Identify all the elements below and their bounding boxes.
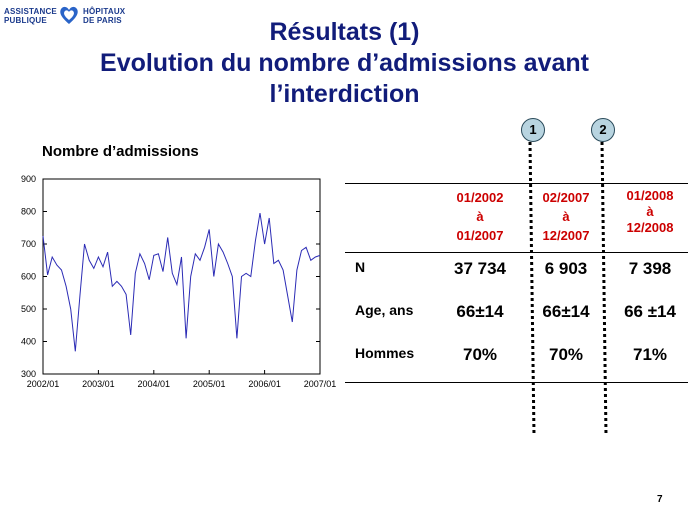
- y-tick-label-5: 800: [21, 207, 36, 217]
- x-tick-label-0: 2002/01: [27, 379, 60, 389]
- col-header-2-sep: à: [562, 209, 570, 224]
- col-header-period-3: 01/2008 à 12/2008: [607, 188, 689, 236]
- divider-line-2: [600, 141, 608, 436]
- x-tick-label-2: 2004/01: [138, 379, 171, 389]
- y-tick-label-1: 400: [21, 337, 36, 347]
- col-header-3-end: 12/2008: [626, 220, 674, 235]
- cell-n-period-3: 7 398: [628, 259, 672, 278]
- row-label-n: N: [355, 259, 366, 275]
- y-tick-label-0: 300: [21, 369, 36, 379]
- period-marker-1: 1: [521, 118, 545, 142]
- ap-hp-logo: ASSISTANCE PUBLIQUE HÔPITAUX DE PARIS: [4, 4, 154, 28]
- row-label-hommes: Hommes: [355, 345, 415, 361]
- cell-n-period-2: 6 903: [544, 259, 588, 278]
- divider-line-1: [528, 141, 536, 436]
- logo-left-line1: ASSISTANCE: [4, 7, 57, 16]
- col-header-2-start: 02/2007: [542, 190, 590, 205]
- logo-right-line2: DE PARIS: [83, 16, 122, 25]
- slide-title-line3: l’interdiction: [269, 80, 420, 108]
- series-line-admissions: [42, 213, 321, 352]
- logo-right-line1: HÔPITAUX: [83, 7, 126, 16]
- x-tick-label-4: 2006/01: [248, 379, 281, 389]
- logo-text-left: ASSISTANCE PUBLIQUE: [4, 7, 57, 25]
- y-tick-label-2: 500: [21, 304, 36, 314]
- logo-left-line2: PUBLIQUE: [4, 16, 47, 25]
- col-header-period-2: 02/2007 à 12/2007: [523, 188, 609, 245]
- slide-title-line1: Résultats (1): [269, 18, 420, 46]
- cell-n-period-1: 37 734: [454, 259, 506, 278]
- y-tick-label-6: 900: [21, 174, 36, 184]
- x-tick-label-1: 2003/01: [82, 379, 115, 389]
- x-tick-label-3: 2005/01: [193, 379, 226, 389]
- col-header-3-start: 01/2008: [626, 188, 674, 203]
- cell-hommes-period-2: 70%: [548, 345, 584, 364]
- y-tick-label-4: 700: [21, 239, 36, 249]
- col-header-1-end: 01/2007: [456, 228, 504, 243]
- cell-age-period-3: 66 ±14: [624, 302, 676, 321]
- y-tick-label-3: 600: [21, 272, 36, 282]
- x-tick-label-5: 2007/01: [304, 379, 337, 389]
- col-header-1-sep: à: [476, 209, 484, 224]
- admissions-line-chart: 300 400 500 600 700 800 900 2002/01 2003/01 2004/…: [21, 174, 337, 389]
- table-top-border: [345, 183, 688, 184]
- cell-hommes-period-1: 70%: [462, 345, 498, 364]
- period-marker-2: 2: [591, 118, 615, 142]
- cell-age-period-1: 66±14: [456, 302, 504, 321]
- col-header-3-sep: à: [646, 204, 654, 219]
- col-header-2-end: 12/2007: [542, 228, 590, 243]
- table-header-border: [345, 252, 688, 253]
- row-label-age: Age, ans: [355, 302, 414, 318]
- col-header-1-start: 01/2002: [456, 190, 504, 205]
- chart-title: Nombre d’admissions: [42, 143, 199, 160]
- page-number: 7: [657, 494, 663, 505]
- heart-icon: [60, 6, 78, 25]
- cell-age-period-2: 66±14: [542, 302, 590, 321]
- slide-title-line2: Evolution du nombre d’admissions avant: [100, 49, 589, 77]
- logo-text-right: HÔPITAUX DE PARIS: [83, 7, 125, 25]
- col-header-period-1: 01/2002 à 01/2007: [437, 188, 523, 245]
- cell-hommes-period-3: 71%: [632, 345, 668, 364]
- table-bottom-border: [345, 382, 688, 383]
